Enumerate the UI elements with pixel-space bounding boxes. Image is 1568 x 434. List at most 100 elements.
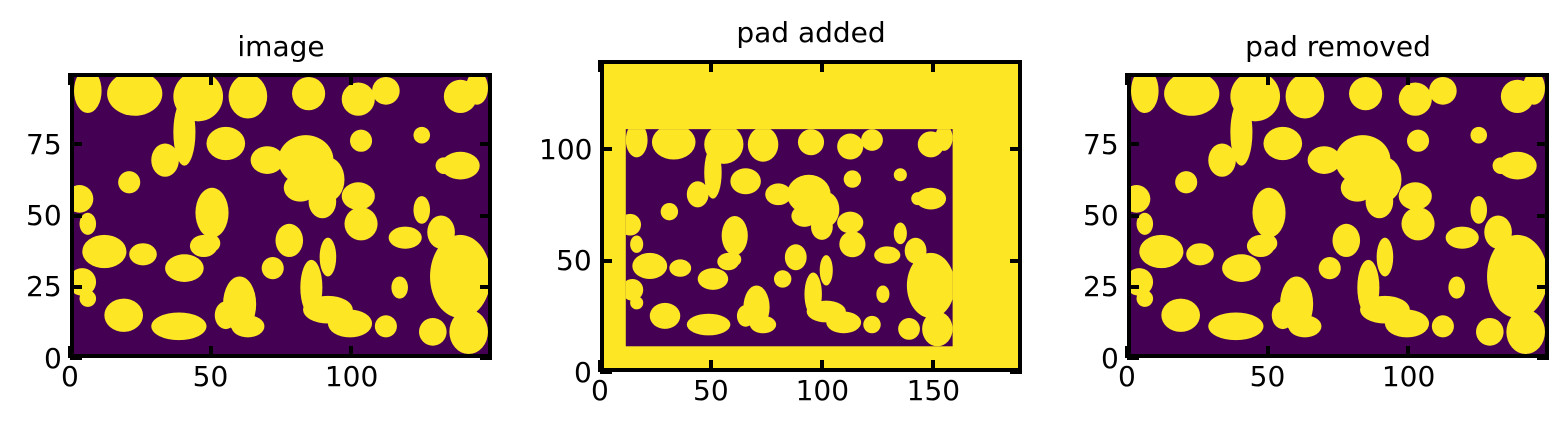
yellow-region [736, 305, 755, 327]
yellow-region [730, 168, 761, 195]
yellow-region [350, 129, 373, 152]
yellow-region [1208, 312, 1264, 341]
yellow-region [686, 181, 709, 208]
y-tick [480, 284, 492, 289]
yellow-region [1131, 185, 1151, 213]
yellow-region [1349, 77, 1383, 111]
yellow-region [1384, 309, 1430, 338]
x-tick [931, 60, 936, 72]
yellow-region [341, 82, 375, 116]
y-tick [70, 142, 82, 147]
y-tick-label: 25 [26, 270, 62, 304]
x-tick [208, 346, 213, 358]
yellow-region [773, 270, 792, 288]
x-tick [68, 346, 72, 358]
y-tick [480, 213, 492, 218]
yellow-region [74, 185, 94, 213]
yellow-region [319, 237, 337, 277]
y-tick [1010, 258, 1022, 263]
yellow-region [449, 309, 488, 354]
yellow-region [826, 311, 862, 334]
yellow-region [228, 77, 268, 119]
yellow-region [1271, 301, 1294, 330]
yellow-region [784, 244, 807, 271]
yellow-region [1318, 257, 1341, 280]
yellow-region [625, 278, 644, 301]
yellow-region [911, 192, 925, 206]
yellow-region [898, 318, 920, 340]
yellow-region [1263, 126, 1303, 161]
x-tick [1125, 346, 1129, 358]
yellow-region [728, 252, 742, 266]
x-tick [598, 60, 602, 72]
yellow-region [465, 77, 488, 105]
y-tick-label: 100 [539, 132, 593, 166]
yellow-region [1260, 234, 1278, 252]
yellow-region [915, 187, 947, 210]
yellow-region [797, 129, 825, 156]
yellow-region [206, 126, 246, 161]
yellow-region [876, 285, 890, 303]
yellow-region [874, 246, 901, 264]
yellow-region [1139, 234, 1184, 269]
yellow-region [1448, 276, 1465, 299]
y-tick [70, 213, 82, 218]
y-tick [600, 258, 612, 263]
yellow-region [843, 170, 862, 188]
y-tick [1537, 284, 1549, 289]
yellow-region [625, 213, 642, 236]
yellow-region [747, 129, 779, 162]
yellow-region [419, 317, 447, 346]
yellow-region [811, 213, 833, 240]
x-tick [1265, 73, 1270, 85]
yellow-region [686, 313, 731, 336]
yellow-region [79, 212, 97, 235]
x-tick-label: 50 [1249, 360, 1286, 393]
y-tick-label: 25 [1083, 270, 1119, 304]
chart-title: image [237, 30, 325, 63]
y-tick [1010, 370, 1022, 374]
yellow-region [1175, 171, 1198, 194]
x-tick-label: 50 [192, 360, 229, 393]
x-tick [931, 360, 936, 372]
x-tick-label: 50 [693, 374, 729, 407]
yellow-region [1307, 146, 1341, 174]
yellow-region [1470, 126, 1488, 144]
yellow-region [165, 254, 204, 282]
yellow-region [1376, 237, 1394, 277]
x-tick [820, 60, 825, 72]
yellow-region [413, 126, 431, 144]
yellow-region [1365, 185, 1394, 219]
yellow-region [893, 168, 907, 182]
yellow-region [1161, 298, 1200, 332]
y-tick [70, 356, 82, 360]
yellow-region [1332, 223, 1361, 258]
yellow-region [441, 151, 480, 180]
yellow-region [231, 315, 265, 338]
yellow-region [74, 77, 102, 114]
x-tick-label: 0 [61, 360, 79, 393]
yellow-region [214, 301, 237, 330]
yellow-region [906, 252, 953, 319]
yellow-region [151, 312, 207, 341]
yellow-region [275, 223, 304, 258]
yellow-region [1186, 243, 1214, 266]
x-tick-label: 0 [591, 374, 609, 407]
yellow-region [1492, 157, 1510, 174]
y-tick [480, 142, 492, 147]
yellow-region [863, 315, 881, 334]
x-tick [1406, 346, 1411, 358]
x-tick [820, 360, 825, 372]
x-tick [709, 360, 714, 372]
y-tick [1127, 213, 1139, 218]
yellow-region [1522, 77, 1545, 105]
x-tick-label: 150 [906, 374, 961, 407]
y-tick [1537, 356, 1549, 360]
y-tick-label: 50 [1083, 199, 1119, 232]
yellow-region [372, 77, 400, 105]
yellow-region [704, 146, 722, 199]
yellow-region [1252, 187, 1286, 238]
yellow-region [837, 133, 864, 160]
yellow-region [151, 143, 179, 177]
yellow-region [1506, 309, 1545, 354]
